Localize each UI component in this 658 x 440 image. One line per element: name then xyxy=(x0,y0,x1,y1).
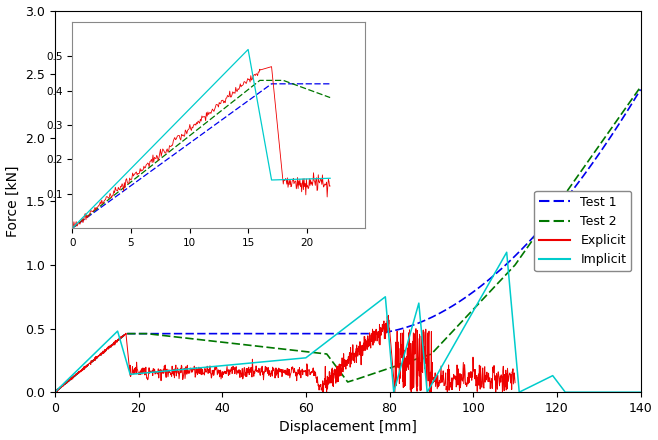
X-axis label: Displacement [mm]: Displacement [mm] xyxy=(279,421,417,434)
Legend: Test 1, Test 2, Explicit, Implicit: Test 1, Test 2, Explicit, Implicit xyxy=(534,191,632,271)
Y-axis label: Force [kN]: Force [kN] xyxy=(5,165,20,237)
